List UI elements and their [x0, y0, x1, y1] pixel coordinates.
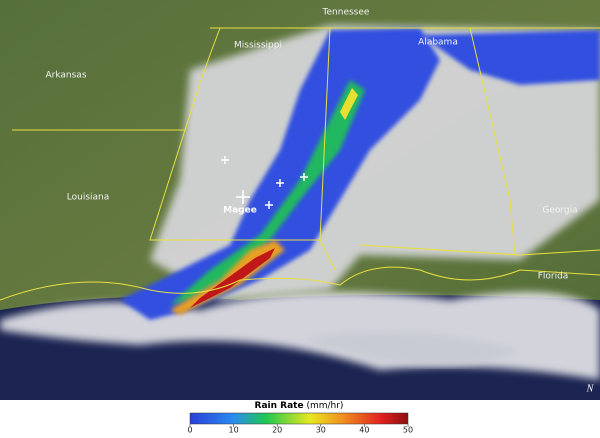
state-label: Georgia [542, 206, 577, 216]
legend-unit: (mm/hr) [306, 401, 343, 411]
state-label: Louisiana [67, 193, 110, 203]
state-label: Florida [538, 272, 569, 282]
scale-tick-label: 30 [316, 426, 326, 435]
legend-title: Rain Rate (mm/hr) [255, 401, 344, 411]
scale-tick-label: 20 [272, 426, 282, 435]
state-borders [0, 27, 600, 301]
state-label: Alabama [418, 38, 458, 48]
rain-radar [120, 28, 600, 320]
scale-tick-label: 10 [229, 426, 239, 435]
state-label: Mississippi [234, 41, 282, 51]
state-label: Tennessee [322, 8, 370, 18]
city-label: Magee [223, 206, 257, 216]
color-scale [189, 412, 409, 425]
state-label: Arkansas [45, 71, 86, 81]
scale-tick-label: 40 [359, 426, 369, 435]
north-arrow: N [586, 383, 595, 394]
scale-tick-label: 50 [403, 426, 413, 435]
scale-tick-label: 0 [187, 426, 192, 435]
city-markers [221, 156, 308, 209]
legend-title-text: Rain Rate [255, 401, 304, 411]
